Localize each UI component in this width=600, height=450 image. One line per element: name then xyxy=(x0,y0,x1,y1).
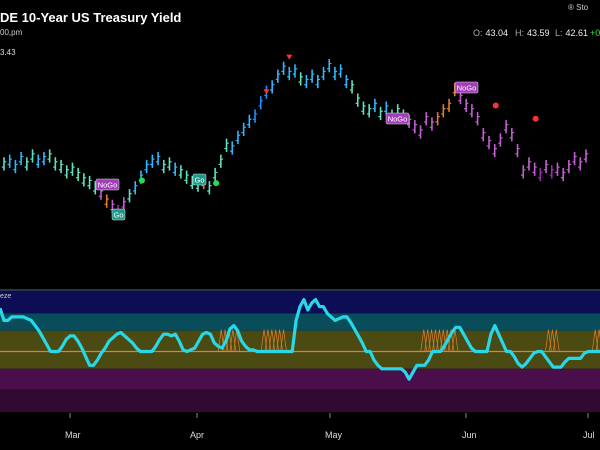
brand-logo: ® Sto xyxy=(568,3,589,12)
high-readout: H: 43.59 xyxy=(515,28,550,38)
go-signal-dot xyxy=(213,180,220,187)
squeeze-hash-line xyxy=(280,329,287,352)
oscillator-band xyxy=(0,330,600,352)
annotation-label: NoGo xyxy=(98,181,118,190)
go-annotation: Go xyxy=(111,208,126,221)
low-key: L: xyxy=(555,28,563,38)
high-value: 43.59 xyxy=(527,28,550,38)
annotation-box xyxy=(95,178,120,191)
oscillator-layer xyxy=(0,298,600,418)
open-value: 43.04 xyxy=(485,28,509,38)
chart-title: DE 10-Year US Treasury Yield xyxy=(0,10,182,25)
oscillator-band xyxy=(0,313,600,331)
squeeze-hash xyxy=(591,329,600,352)
low-readout: L: 42.61 xyxy=(555,28,588,38)
x-tick-jul: Jul xyxy=(583,430,595,440)
interval-label: 00,pm xyxy=(0,28,23,37)
oscillator-band xyxy=(0,368,600,390)
oscillator-line xyxy=(0,298,600,381)
annotation-label: NoGo xyxy=(388,115,408,124)
x-tick-mar: Mar xyxy=(65,430,81,440)
annotation-labels-layer: NoGo Go Go NoGo NoGo xyxy=(95,81,479,221)
open-readout: O: 43.04 xyxy=(473,28,508,38)
high-key: H: xyxy=(515,28,524,38)
price-bars-layer xyxy=(1,58,589,219)
change-readout: +0 xyxy=(590,28,600,38)
squeeze-hash-line xyxy=(595,329,600,352)
oscillator-band xyxy=(0,291,600,314)
annotation-label: NoGo xyxy=(457,84,477,93)
annotation-label: Go xyxy=(194,176,204,185)
x-tick-may: May xyxy=(325,430,343,440)
open-key: O: xyxy=(473,28,483,38)
x-tick-apr: Apr xyxy=(190,430,205,440)
nogo-annotation: NoGo xyxy=(454,81,479,94)
annotation-box xyxy=(192,173,207,186)
low-value: 42.61 xyxy=(565,28,589,38)
countertrend-triangle xyxy=(286,54,293,60)
nogo-annotation: NoGo xyxy=(385,112,410,125)
go-signal-dot xyxy=(138,177,145,184)
nogo-signal-dot xyxy=(532,115,539,122)
go-annotation: Go xyxy=(192,173,207,186)
countertrend-triangle xyxy=(263,89,270,95)
squeeze-hash xyxy=(545,329,560,352)
squeeze-hash xyxy=(260,329,287,352)
annotation-box xyxy=(385,112,410,125)
nogo-annotation: NoGo xyxy=(95,178,120,191)
x-tick-jun: Jun xyxy=(462,430,477,440)
squeeze-hash-line xyxy=(552,329,560,352)
annotation-box xyxy=(111,208,126,221)
oscillator-band xyxy=(0,389,600,412)
oscillator-panel-label: eze xyxy=(0,293,12,300)
price-readout: 3.43 xyxy=(0,48,16,57)
annotation-box xyxy=(454,81,479,94)
nogo-signal-dot xyxy=(492,102,499,109)
annotation-label: Go xyxy=(113,211,123,220)
oscillator-band xyxy=(0,351,600,369)
